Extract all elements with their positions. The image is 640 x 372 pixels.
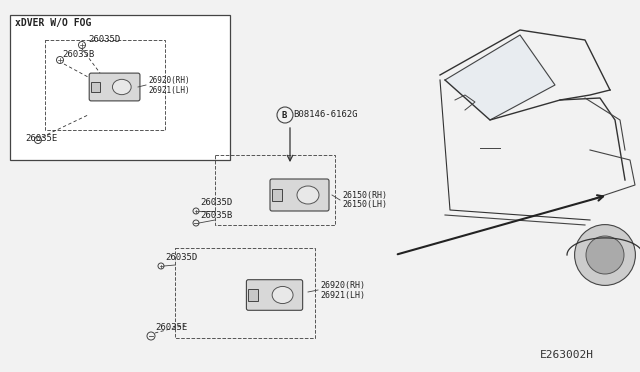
Text: 26035E: 26035E [155, 323, 188, 332]
Text: 26035E: 26035E [25, 134, 57, 143]
FancyBboxPatch shape [89, 73, 140, 101]
Bar [248, 289, 258, 301]
Circle shape [586, 236, 624, 274]
Text: 26150(RH): 26150(RH) [342, 191, 387, 200]
Text: B: B [282, 111, 287, 120]
Ellipse shape [113, 79, 131, 94]
Ellipse shape [297, 186, 319, 204]
Bar [272, 189, 282, 201]
Text: B08146-6162G: B08146-6162G [293, 110, 358, 119]
Ellipse shape [272, 286, 293, 304]
Text: 26150(LH): 26150(LH) [342, 200, 387, 209]
Bar [10, 15, 230, 160]
Bar [45, 40, 165, 130]
Polygon shape [445, 35, 555, 120]
Text: 26035B: 26035B [200, 211, 232, 220]
Text: 26920(RH): 26920(RH) [148, 76, 189, 85]
Bar [175, 248, 315, 338]
Text: 26035B: 26035B [62, 50, 94, 59]
Text: 26035D: 26035D [88, 35, 120, 44]
FancyBboxPatch shape [246, 280, 303, 310]
Bar [215, 155, 335, 225]
Text: xDVER W/O FOG: xDVER W/O FOG [15, 18, 92, 28]
Text: 26035D: 26035D [200, 198, 232, 207]
Text: 26921(LH): 26921(LH) [148, 86, 189, 95]
Circle shape [575, 225, 636, 285]
Bar [92, 82, 100, 92]
Text: 26035D: 26035D [165, 253, 197, 262]
Text: E263002H: E263002H [540, 350, 594, 360]
Text: 26920(RH): 26920(RH) [320, 281, 365, 290]
FancyBboxPatch shape [270, 179, 329, 211]
Text: 26921(LH): 26921(LH) [320, 291, 365, 300]
